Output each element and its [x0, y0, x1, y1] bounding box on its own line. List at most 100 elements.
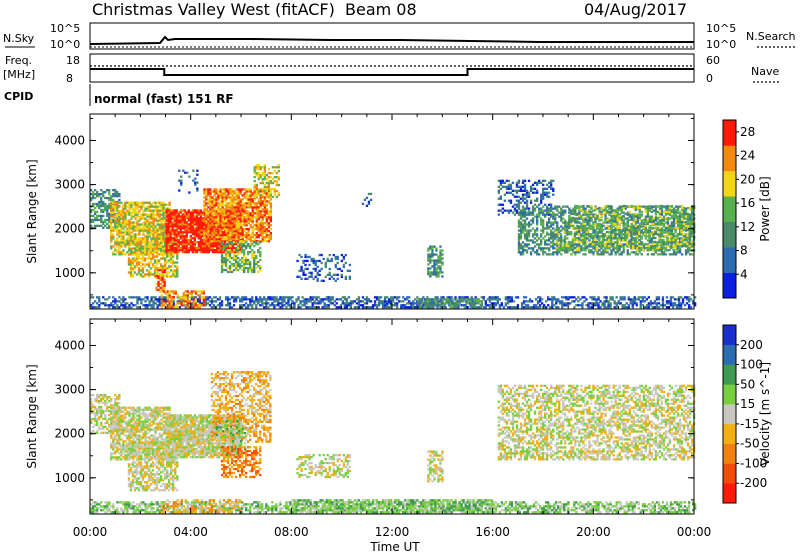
data-cell	[120, 213, 123, 216]
data-cell	[523, 183, 527, 186]
data-cell	[263, 232, 267, 235]
data-cell	[302, 259, 305, 263]
data-cell	[207, 192, 210, 195]
data-cell	[626, 226, 629, 230]
data-cell	[211, 236, 214, 239]
data-cell	[674, 253, 678, 256]
data-cell	[140, 201, 143, 204]
data-cell	[603, 244, 607, 248]
data-cell	[179, 215, 182, 218]
data-cell	[269, 198, 273, 201]
data-cell	[155, 243, 159, 246]
data-cell	[654, 248, 657, 252]
data-cell	[174, 275, 177, 278]
data-cell	[176, 257, 179, 260]
data-cell	[90, 208, 93, 212]
data-cell	[94, 206, 97, 210]
data-cell	[241, 236, 244, 239]
data-cell	[596, 207, 599, 210]
data-cell	[167, 213, 170, 216]
data-cell	[565, 242, 568, 246]
freq-tick-top: 18	[66, 54, 80, 67]
data-cell	[536, 243, 539, 246]
data-cell	[554, 217, 557, 220]
data-cell	[160, 257, 163, 260]
data-cell	[263, 202, 267, 205]
data-cell	[205, 245, 209, 248]
data-cell	[199, 221, 203, 224]
data-cell	[162, 237, 165, 240]
data-cell	[253, 256, 256, 260]
data-cell	[277, 193, 281, 197]
data-cell	[249, 216, 252, 219]
data-cell	[618, 230, 621, 234]
data-cell	[205, 218, 208, 221]
data-cell	[263, 212, 267, 215]
data-cell	[135, 265, 139, 268]
data-cell	[676, 215, 680, 218]
data-cell	[563, 236, 566, 240]
data-cell	[106, 218, 109, 222]
data-cell	[664, 246, 667, 250]
data-cell	[112, 195, 115, 198]
data-cell	[517, 235, 521, 238]
data-cell	[630, 232, 633, 236]
data-cell	[215, 224, 218, 227]
data-cell	[146, 205, 149, 208]
data-cell	[642, 225, 646, 228]
data-cell	[566, 221, 569, 224]
data-cell	[654, 251, 658, 254]
data-cell	[575, 248, 579, 252]
data-cell	[162, 207, 165, 210]
data-cell	[120, 251, 123, 254]
data-cell	[267, 234, 271, 237]
data-cell	[147, 261, 151, 264]
data-cell	[118, 233, 121, 236]
data-cell	[229, 236, 232, 239]
data-cell	[548, 239, 551, 242]
data-cell	[646, 253, 650, 256]
data-cell	[586, 221, 589, 224]
data-cell	[234, 217, 237, 220]
data-cell	[196, 169, 199, 172]
data-cell	[618, 242, 621, 246]
data-cell	[253, 238, 256, 241]
data-cell	[224, 249, 228, 252]
data-cell	[225, 224, 228, 227]
data-cell	[556, 225, 559, 228]
data-cell	[642, 248, 645, 252]
data-cell	[515, 209, 519, 212]
data-cell	[552, 243, 555, 246]
data-cell	[678, 219, 682, 222]
data-cell	[314, 275, 317, 278]
data-cell	[116, 249, 119, 252]
data-cell	[205, 196, 208, 199]
data-cell	[158, 213, 161, 216]
data-cell	[267, 216, 271, 219]
data-cell	[560, 209, 563, 212]
data-cell	[209, 218, 212, 221]
data-cell	[441, 253, 444, 256]
data-cell	[158, 245, 161, 248]
data-cell	[554, 247, 557, 250]
data-cell	[209, 228, 212, 231]
data-cell	[542, 211, 545, 214]
data-cell	[570, 221, 573, 224]
data-cell	[177, 213, 180, 216]
data-cell	[599, 230, 603, 234]
data-cell	[672, 248, 675, 252]
data-cell	[129, 273, 133, 276]
data-cell	[219, 210, 222, 213]
data-cell	[174, 261, 177, 264]
data-cell	[211, 204, 214, 207]
data-cell	[660, 227, 664, 230]
data-cell	[628, 226, 631, 230]
data-cell	[179, 229, 182, 232]
data-cell	[542, 179, 545, 182]
data-cell	[207, 214, 210, 217]
data-cell	[640, 248, 643, 252]
data-cell	[578, 213, 581, 216]
data-cell	[169, 247, 172, 250]
data-cell	[94, 218, 97, 222]
data-cell	[181, 249, 184, 252]
